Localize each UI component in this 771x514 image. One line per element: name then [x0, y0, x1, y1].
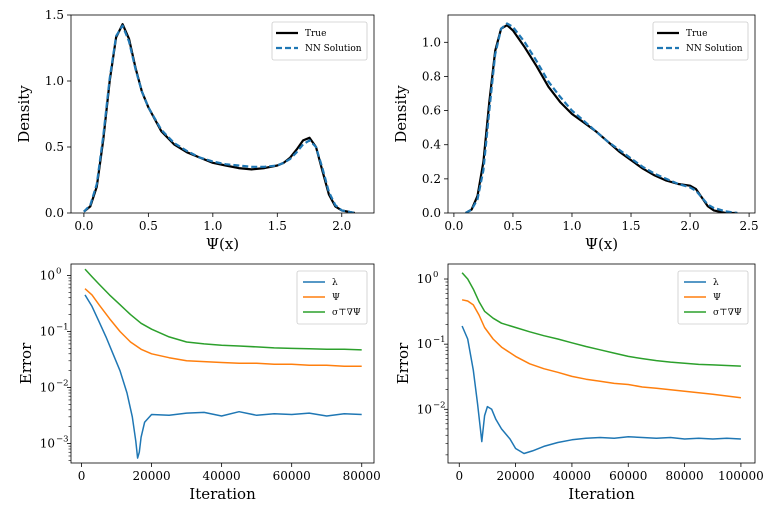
y-tick-exponent: −1: [433, 335, 446, 345]
y-tick-label: 0.0: [422, 206, 441, 220]
x-tick-label: 1.0: [203, 219, 222, 233]
x-tick-label: 0.0: [444, 219, 463, 233]
y-tick-label: 10: [417, 402, 432, 416]
y-tick-label: 1.0: [422, 35, 441, 49]
y-tick-exponent: 0: [56, 266, 61, 276]
x-tick-label: 0: [455, 469, 463, 483]
legend-box: [271, 21, 368, 61]
y-tick-label: 10: [40, 324, 55, 338]
x-tick-label: 2.0: [332, 219, 351, 233]
legend-label: Ψ: [332, 293, 340, 303]
legend-box: [652, 21, 749, 61]
series-line-3: [84, 268, 362, 351]
series-line-2: [461, 299, 741, 399]
legend-label: True: [686, 29, 707, 39]
y-tick-label: 10: [40, 381, 55, 395]
x-tick-label: 60000: [273, 469, 311, 483]
y-tick-exponent: −1: [56, 322, 69, 332]
y-tick-label: 0.2: [422, 172, 441, 186]
legend-label: Ψ: [713, 293, 721, 303]
y-tick-label: 0.0: [45, 206, 64, 220]
y-tick-label: 1.5: [45, 8, 64, 22]
y-tick-label: 0.5: [45, 140, 64, 154]
legend-label: σ⊤∇Ψ: [332, 308, 361, 318]
x-tick-label: 60000: [609, 469, 647, 483]
series-line-3: [461, 272, 741, 367]
series-line-2: [83, 24, 355, 213]
y-tick-label: 0.6: [422, 104, 441, 118]
x-tick-label: 0.0: [74, 219, 93, 233]
y-tick-label: 10: [417, 337, 432, 351]
x-tick-label: 80000: [665, 469, 703, 483]
y-tick-exponent: −2: [433, 400, 446, 410]
legend: True NN Solution: [271, 21, 368, 61]
x-tick-label: 0.5: [139, 219, 158, 233]
axes-frame: [70, 14, 375, 214]
x-tick-label: 1.5: [268, 219, 287, 233]
y-tick-exponent: −3: [56, 435, 69, 445]
legend: λΨσ⊤∇Ψ: [296, 270, 368, 325]
series-line-1: [84, 294, 362, 459]
y-tick-label: 1.0: [45, 74, 64, 88]
x-tick-label: 1.5: [621, 219, 640, 233]
x-tick-label: 2.0: [681, 219, 700, 233]
chart-panel-1: 0.0 0.5 1.0 1.5 2.0 0.0 0.5 1.0 1.5 Ψ(x) Density Tr…: [15, 8, 375, 253]
y-axis-label: Error: [394, 342, 412, 384]
x-tick-label: 40000: [203, 469, 241, 483]
legend-label: True: [305, 29, 326, 39]
y-tick-label: 0.8: [422, 69, 441, 83]
series-line-1: [461, 325, 741, 455]
x-tick-label: 1.0: [562, 219, 581, 233]
x-tick-label: 80000: [343, 469, 381, 483]
y-axis-label: Density: [15, 85, 33, 143]
legend-label: NN Solution: [305, 44, 362, 54]
y-tick-label: 10: [40, 437, 55, 451]
axes-frame: [447, 263, 756, 464]
series-line-2: [465, 22, 738, 213]
series-line-1: [465, 24, 738, 213]
x-axis-label: Ψ(x): [206, 235, 239, 253]
x-tick-label: 0: [78, 469, 86, 483]
legend: λΨσ⊤∇Ψ: [677, 270, 749, 325]
x-tick-label: 40000: [553, 469, 591, 483]
axes-frame: [70, 263, 375, 464]
x-axis-label: Iteration: [189, 485, 256, 503]
legend-label: NN Solution: [686, 44, 743, 54]
legend: True NN Solution: [652, 21, 749, 61]
y-tick-label: 0.4: [422, 138, 441, 152]
x-tick-label: 20000: [132, 469, 170, 483]
x-axis-label: Ψ(x): [585, 235, 618, 253]
y-axis-label: Density: [392, 85, 410, 143]
legend-box: [677, 270, 749, 325]
legend-box: [296, 270, 368, 325]
x-tick-label: 0.5: [503, 219, 522, 233]
y-tick-exponent: 0: [433, 270, 438, 280]
legend-label: σ⊤∇Ψ: [713, 308, 742, 318]
y-tick-label: 10: [40, 268, 55, 282]
legend-label: λ: [713, 278, 719, 288]
x-tick-label: 100000: [718, 469, 764, 483]
x-tick-label: 20000: [497, 469, 535, 483]
y-axis-label: Error: [17, 342, 35, 384]
y-tick-exponent: −2: [56, 379, 69, 389]
x-axis-label: Iteration: [568, 485, 635, 503]
x-tick-label: 2.5: [740, 219, 759, 233]
series-line-2: [84, 288, 362, 367]
y-tick-label: 10: [417, 272, 432, 286]
axes-frame: [447, 14, 756, 214]
chart-panel-2: 0.0 0.5 1.0 1.5 2.0 2.5 0.0 0.2 0.4 0.6 0.8 1.0 Ψ(x)…: [392, 14, 759, 253]
legend-label: λ: [332, 278, 338, 288]
